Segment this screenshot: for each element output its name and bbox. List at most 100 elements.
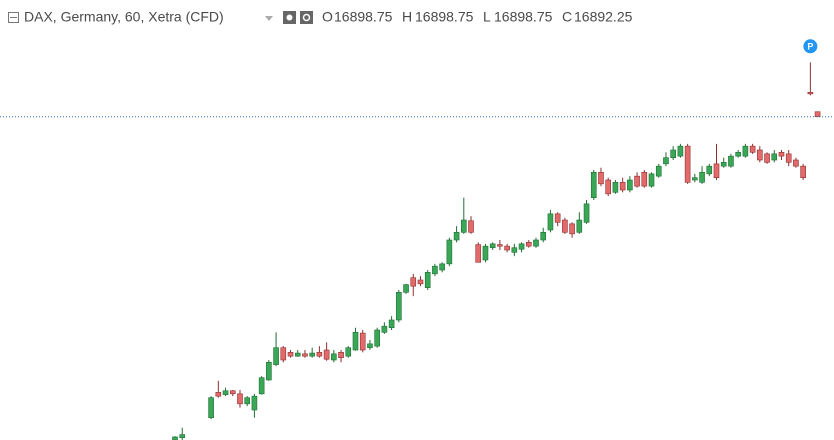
- candle-body: [569, 223, 575, 235]
- open-label: O: [322, 9, 333, 25]
- candle-body: [359, 332, 366, 351]
- candle-body: [294, 352, 301, 357]
- candle-body: [251, 395, 258, 411]
- candle-body: [215, 392, 222, 397]
- candle-body: [273, 347, 279, 365]
- open-value: 16898.75: [334, 9, 393, 25]
- candle-body: [605, 179, 612, 195]
- candle-body: [757, 149, 763, 161]
- candle-body: [432, 265, 438, 275]
- dropdown-arrow[interactable]: [265, 16, 273, 21]
- candle-body: [525, 242, 532, 247]
- candle-body: [619, 182, 626, 191]
- candle-body: [482, 245, 489, 261]
- candle-body: [367, 343, 373, 348]
- candle-body: [692, 177, 698, 181]
- candle-body: [655, 165, 662, 177]
- candle-body: [706, 165, 713, 175]
- candle-body: [590, 172, 597, 198]
- candle-body: [576, 219, 583, 233]
- candle-body: [778, 152, 785, 157]
- candle-body: [663, 157, 669, 165]
- high-label: H: [402, 9, 412, 25]
- candle-body: [244, 397, 250, 405]
- candle-body: [453, 232, 460, 241]
- candle-body: [764, 153, 770, 163]
- candle-body: [547, 213, 554, 231]
- candle-body: [504, 245, 510, 251]
- candle-body: [540, 232, 547, 241]
- candle-body: [417, 279, 424, 285]
- close-value: 16892.25: [574, 9, 633, 25]
- marker-badge: [803, 39, 818, 54]
- low-value: 16898.75: [494, 9, 553, 25]
- candle-body: [331, 353, 337, 361]
- candle-body: [345, 347, 352, 357]
- candle-body: [677, 145, 684, 157]
- candle-body: [280, 347, 287, 361]
- candle-body: [229, 390, 236, 395]
- candle-body: [460, 219, 467, 233]
- candle-body: [424, 272, 431, 288]
- candle-body: [785, 153, 792, 163]
- candle-body: [302, 353, 308, 357]
- candle-body: [641, 172, 648, 187]
- settings-icon[interactable]: [300, 11, 313, 24]
- candle-body: [475, 244, 482, 263]
- candle-body: [316, 352, 323, 357]
- settings-icon-gear: [302, 13, 311, 22]
- close-label: C: [562, 9, 572, 25]
- symbol-title: DAX, Germany, 60, Xetra (CFD): [24, 9, 224, 25]
- candle-body: [742, 145, 749, 157]
- candle-body: [670, 149, 676, 158]
- candle-body: [612, 182, 619, 193]
- candle-body: [309, 352, 315, 357]
- candle-body: [258, 377, 265, 395]
- candle-body: [446, 239, 453, 265]
- collapse-icon[interactable]: [8, 12, 19, 23]
- candle-body: [562, 219, 568, 233]
- candle-body: [648, 173, 655, 187]
- candle-body: [511, 247, 518, 253]
- candle-body: [497, 244, 503, 247]
- candle-body: [489, 243, 496, 248]
- candle-body: [554, 213, 561, 223]
- candle-body: [634, 175, 640, 187]
- candle-body: [352, 332, 359, 351]
- candle-body: [323, 349, 330, 360]
- candle-body: [403, 284, 409, 293]
- candle-body: [388, 319, 395, 328]
- candle-body: [598, 172, 604, 185]
- candle-body: [410, 277, 417, 287]
- candle-body: [814, 111, 821, 118]
- candle-body: [720, 162, 727, 167]
- candle-body: [735, 152, 741, 157]
- candle-body: [627, 179, 633, 191]
- low-label: L: [483, 9, 491, 25]
- candle-body: [381, 325, 388, 333]
- candle-body: [396, 292, 402, 321]
- candle-body: [439, 263, 445, 271]
- candle-body: [728, 155, 734, 167]
- candle-body: [713, 163, 720, 178]
- candle-body: [179, 434, 186, 438]
- candle-body: [208, 397, 214, 418]
- candle-body: [800, 165, 806, 178]
- eye-icon-pupil: [286, 14, 293, 21]
- candle-body: [338, 352, 344, 358]
- candle-body: [222, 390, 229, 395]
- marker-label: P: [807, 42, 813, 52]
- high-value: 16898.75: [415, 9, 474, 25]
- candle-body: [533, 239, 539, 247]
- candle-body: [684, 145, 691, 183]
- candle-body: [287, 352, 294, 357]
- candle-body: [699, 172, 705, 183]
- candle-body: [771, 153, 778, 161]
- candle-body: [807, 92, 814, 95]
- candle-body: [518, 243, 525, 250]
- candle-body: [374, 329, 380, 347]
- candle-body: [237, 393, 243, 405]
- candle-body: [749, 145, 756, 153]
